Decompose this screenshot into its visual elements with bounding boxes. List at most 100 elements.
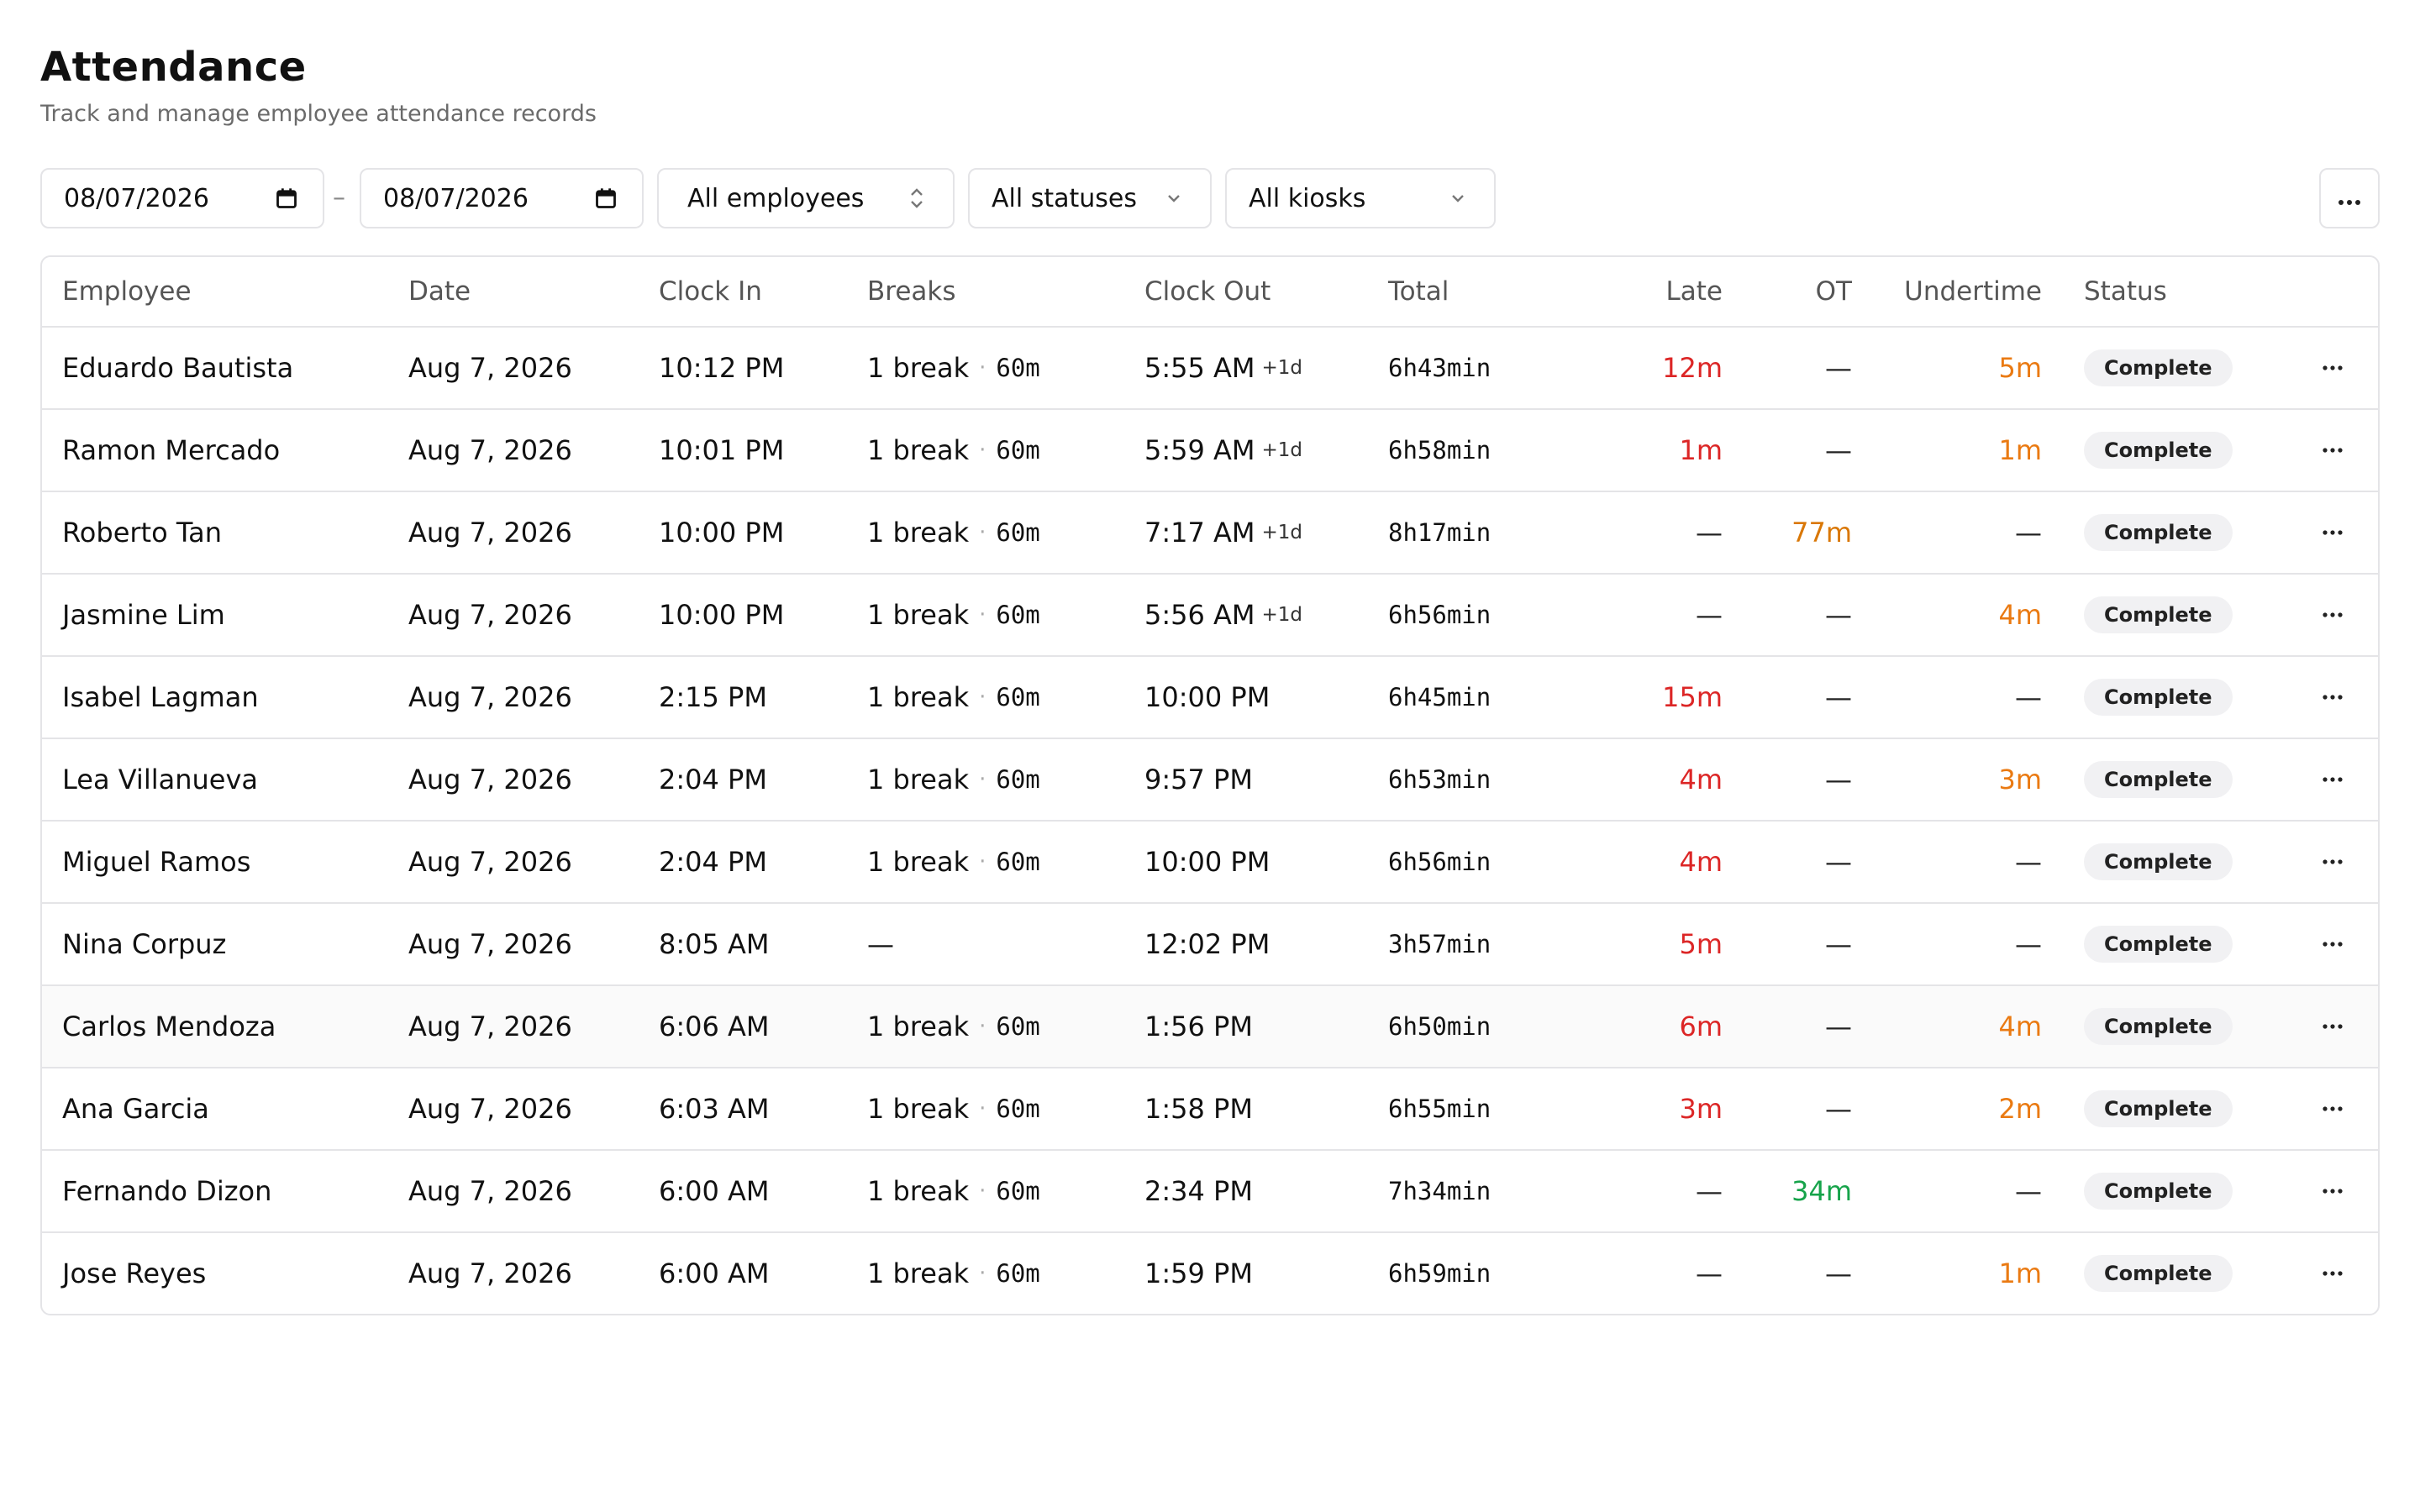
row-actions-button[interactable] xyxy=(2316,1233,2349,1314)
employee-name[interactable]: Eduardo Bautista xyxy=(62,352,294,384)
clock-out-time: 12:02 PM xyxy=(1144,928,1270,960)
undertime-cell: — xyxy=(2015,846,2042,878)
total-cell: 6h55min xyxy=(1388,1095,1491,1123)
breaks-cell: — · xyxy=(867,904,894,984)
row-actions-button[interactable] xyxy=(2316,410,2349,491)
breaks-cell: 1 break · 60m xyxy=(867,739,1040,820)
row-actions-button[interactable] xyxy=(2316,575,2349,655)
kiosk-select[interactable]: All kiosks xyxy=(1225,168,1496,228)
column-header-undertime[interactable]: Undertime xyxy=(1904,276,2042,307)
more-horizontal-icon xyxy=(2323,777,2343,782)
clock-in-cell: 10:00 PM xyxy=(659,599,785,631)
calendar-icon[interactable] xyxy=(272,184,301,213)
table-row[interactable]: Ana Garcia Aug 7, 2026 6:03 AM 1 break ·… xyxy=(42,1067,2378,1149)
break-duration: 60m xyxy=(996,683,1040,711)
column-header-late[interactable]: Late xyxy=(1665,276,1723,307)
status-cell: Complete xyxy=(2084,657,2233,738)
column-header-clock-in[interactable]: Clock In xyxy=(659,276,762,307)
employee-name[interactable]: Ramon Mercado xyxy=(62,434,281,466)
clock-out-cell: 5:55 AM +1d xyxy=(1144,328,1302,408)
column-header-date[interactable]: Date xyxy=(408,276,471,307)
date-from-value: 08/07/2026 xyxy=(64,183,209,213)
row-actions-button[interactable] xyxy=(2316,492,2349,573)
clock-in-cell: 2:04 PM xyxy=(659,764,767,795)
break-separator: · xyxy=(979,1261,986,1286)
row-actions-button[interactable] xyxy=(2316,1068,2349,1149)
page-title: Attendance xyxy=(40,44,307,91)
row-actions-button[interactable] xyxy=(2316,1151,2349,1231)
table-row[interactable]: Ramon Mercado Aug 7, 2026 10:01 PM 1 bre… xyxy=(42,408,2378,491)
employee-name[interactable]: Fernando Dizon xyxy=(62,1175,272,1207)
table-row[interactable]: Eduardo Bautista Aug 7, 2026 10:12 PM 1 … xyxy=(42,326,2378,408)
clock-in-cell: 6:06 AM xyxy=(659,1011,770,1042)
employee-name[interactable]: Roberto Tan xyxy=(62,517,222,549)
employee-name[interactable]: Isabel Lagman xyxy=(62,681,259,713)
status-badge: Complete xyxy=(2084,761,2233,798)
ot-cell: — xyxy=(1825,764,1852,795)
date-to-input[interactable]: 08/07/2026 xyxy=(360,168,644,228)
table-row[interactable]: Jasmine Lim Aug 7, 2026 10:00 PM 1 break… xyxy=(42,573,2378,655)
break-duration: 60m xyxy=(996,1012,1040,1041)
table-row[interactable]: Roberto Tan Aug 7, 2026 10:00 PM 1 break… xyxy=(42,491,2378,573)
employee-name[interactable]: Jasmine Lim xyxy=(62,599,225,631)
more-horizontal-icon xyxy=(2323,530,2343,535)
table-row[interactable]: Lea Villanueva Aug 7, 2026 2:04 PM 1 bre… xyxy=(42,738,2378,820)
ot-cell: — xyxy=(1825,846,1852,878)
more-options-button[interactable] xyxy=(2319,168,2380,228)
ot-cell: — xyxy=(1825,434,1852,466)
row-actions-button[interactable] xyxy=(2316,739,2349,820)
employee-name[interactable]: Carlos Mendoza xyxy=(62,1011,276,1042)
status-badge: Complete xyxy=(2084,349,2233,386)
employee-name[interactable]: Lea Villanueva xyxy=(62,764,258,795)
calendar-icon[interactable] xyxy=(592,184,620,213)
undertime-cell: 5m xyxy=(1998,352,2042,384)
break-count: 1 break xyxy=(867,599,970,631)
break-duration: 60m xyxy=(996,601,1040,629)
clock-out-time: 10:00 PM xyxy=(1144,846,1270,878)
date-to-value: 08/07/2026 xyxy=(383,183,529,213)
status-cell: Complete xyxy=(2084,328,2233,408)
column-header-breaks[interactable]: Breaks xyxy=(867,276,956,307)
row-actions-button[interactable] xyxy=(2316,328,2349,408)
breaks-cell: 1 break · 60m xyxy=(867,410,1040,491)
status-cell: Complete xyxy=(2084,1151,2233,1231)
break-count: 1 break xyxy=(867,517,970,549)
status-badge: Complete xyxy=(2084,679,2233,716)
row-actions-button[interactable] xyxy=(2316,986,2349,1067)
row-actions-button[interactable] xyxy=(2316,822,2349,902)
clock-out-cell: 9:57 PM xyxy=(1144,739,1253,820)
employee-name[interactable]: Ana Garcia xyxy=(62,1093,209,1125)
row-actions-button[interactable] xyxy=(2316,904,2349,984)
clock-out-time: 5:55 AM xyxy=(1144,352,1255,384)
page-subtitle: Track and manage employee attendance rec… xyxy=(40,101,597,127)
table-row[interactable]: Isabel Lagman Aug 7, 2026 2:15 PM 1 brea… xyxy=(42,655,2378,738)
status-badge: Complete xyxy=(2084,843,2233,880)
column-header-clock-out[interactable]: Clock Out xyxy=(1144,276,1271,307)
column-header-total[interactable]: Total xyxy=(1388,276,1449,307)
date-from-input[interactable]: 08/07/2026 xyxy=(40,168,324,228)
clock-in-cell: 6:00 AM xyxy=(659,1257,770,1289)
total-cell: 6h45min xyxy=(1388,683,1491,711)
column-header-ot[interactable]: OT xyxy=(1815,276,1852,307)
column-header-status[interactable]: Status xyxy=(2084,276,2167,307)
clock-out-cell: 1:56 PM xyxy=(1144,986,1253,1067)
clock-out-time: 2:34 PM xyxy=(1144,1175,1253,1207)
ot-cell: — xyxy=(1825,1257,1852,1289)
table-row[interactable]: Carlos Mendoza Aug 7, 2026 6:06 AM 1 bre… xyxy=(42,984,2378,1067)
employee-name[interactable]: Miguel Ramos xyxy=(62,846,251,878)
employee-name[interactable]: Nina Corpuz xyxy=(62,928,227,960)
employee-select[interactable]: All employees xyxy=(657,168,955,228)
clock-out-time: 5:56 AM xyxy=(1144,599,1255,631)
table-row[interactable]: Miguel Ramos Aug 7, 2026 2:04 PM 1 break… xyxy=(42,820,2378,902)
date-cell: Aug 7, 2026 xyxy=(408,434,572,466)
table-row[interactable]: Fernando Dizon Aug 7, 2026 6:00 AM 1 bre… xyxy=(42,1149,2378,1231)
date-cell: Aug 7, 2026 xyxy=(408,517,572,549)
column-header-employee[interactable]: Employee xyxy=(62,276,192,307)
ot-cell: — xyxy=(1825,1093,1852,1125)
status-select[interactable]: All statuses xyxy=(968,168,1212,228)
table-row[interactable]: Jose Reyes Aug 7, 2026 6:00 AM 1 break ·… xyxy=(42,1231,2378,1314)
employee-name[interactable]: Jose Reyes xyxy=(62,1257,207,1289)
clock-in-cell: 6:00 AM xyxy=(659,1175,770,1207)
row-actions-button[interactable] xyxy=(2316,657,2349,738)
table-row[interactable]: Nina Corpuz Aug 7, 2026 8:05 AM — · 12:0… xyxy=(42,902,2378,984)
